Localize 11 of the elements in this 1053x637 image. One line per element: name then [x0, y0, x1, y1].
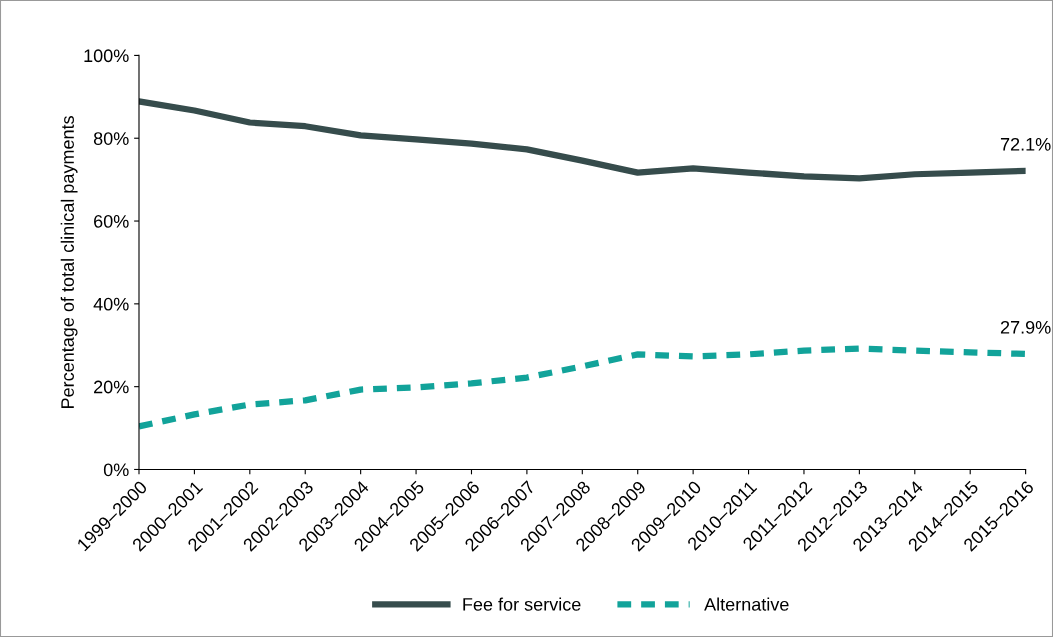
annotation: 27.9%: [1000, 320, 1051, 334]
y-tick-label: 80%: [93, 132, 129, 145]
annotation: 72.1%: [1000, 137, 1051, 151]
y-tick-label: 60%: [94, 214, 129, 228]
legend-label: Fee for service: [463, 597, 581, 611]
y-axis-title: Percentage of total clinical payments: [60, 116, 78, 408]
legend-label: Alternative: [704, 597, 789, 611]
y-tick-label: 40%: [93, 297, 129, 311]
y-tick-label: 20%: [94, 380, 129, 394]
y-tick-label: 100%: [84, 49, 129, 63]
y-tick-label: 0%: [103, 463, 129, 477]
